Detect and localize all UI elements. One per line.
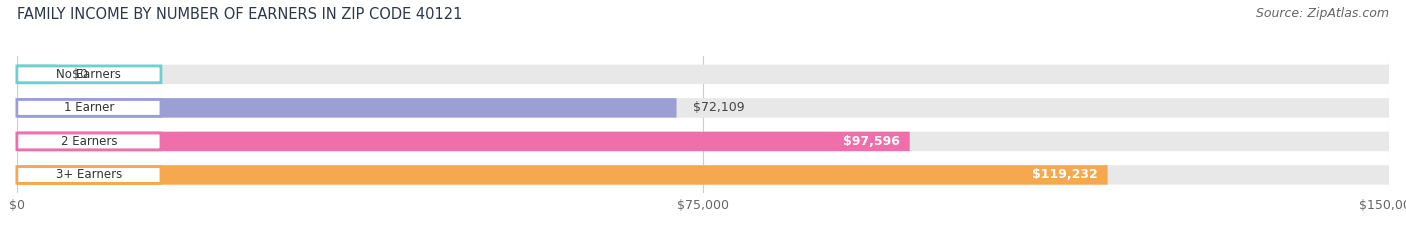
Text: $72,109: $72,109 [693, 101, 745, 114]
FancyBboxPatch shape [17, 65, 1389, 84]
Text: No Earners: No Earners [56, 68, 121, 81]
Text: FAMILY INCOME BY NUMBER OF EARNERS IN ZIP CODE 40121: FAMILY INCOME BY NUMBER OF EARNERS IN ZI… [17, 7, 463, 22]
FancyBboxPatch shape [17, 98, 1389, 118]
FancyBboxPatch shape [17, 165, 1108, 185]
FancyBboxPatch shape [17, 132, 1389, 151]
Text: $0: $0 [72, 68, 87, 81]
FancyBboxPatch shape [17, 133, 160, 150]
FancyBboxPatch shape [17, 99, 160, 116]
FancyBboxPatch shape [17, 165, 1389, 185]
Text: $97,596: $97,596 [844, 135, 900, 148]
FancyBboxPatch shape [17, 98, 676, 118]
FancyBboxPatch shape [17, 65, 55, 84]
Text: 1 Earner: 1 Earner [63, 101, 114, 114]
FancyBboxPatch shape [17, 132, 910, 151]
Text: 3+ Earners: 3+ Earners [56, 168, 122, 182]
FancyBboxPatch shape [17, 66, 160, 83]
FancyBboxPatch shape [17, 167, 160, 183]
Text: Source: ZipAtlas.com: Source: ZipAtlas.com [1256, 7, 1389, 20]
Text: $119,232: $119,232 [1032, 168, 1098, 182]
Text: 2 Earners: 2 Earners [60, 135, 117, 148]
